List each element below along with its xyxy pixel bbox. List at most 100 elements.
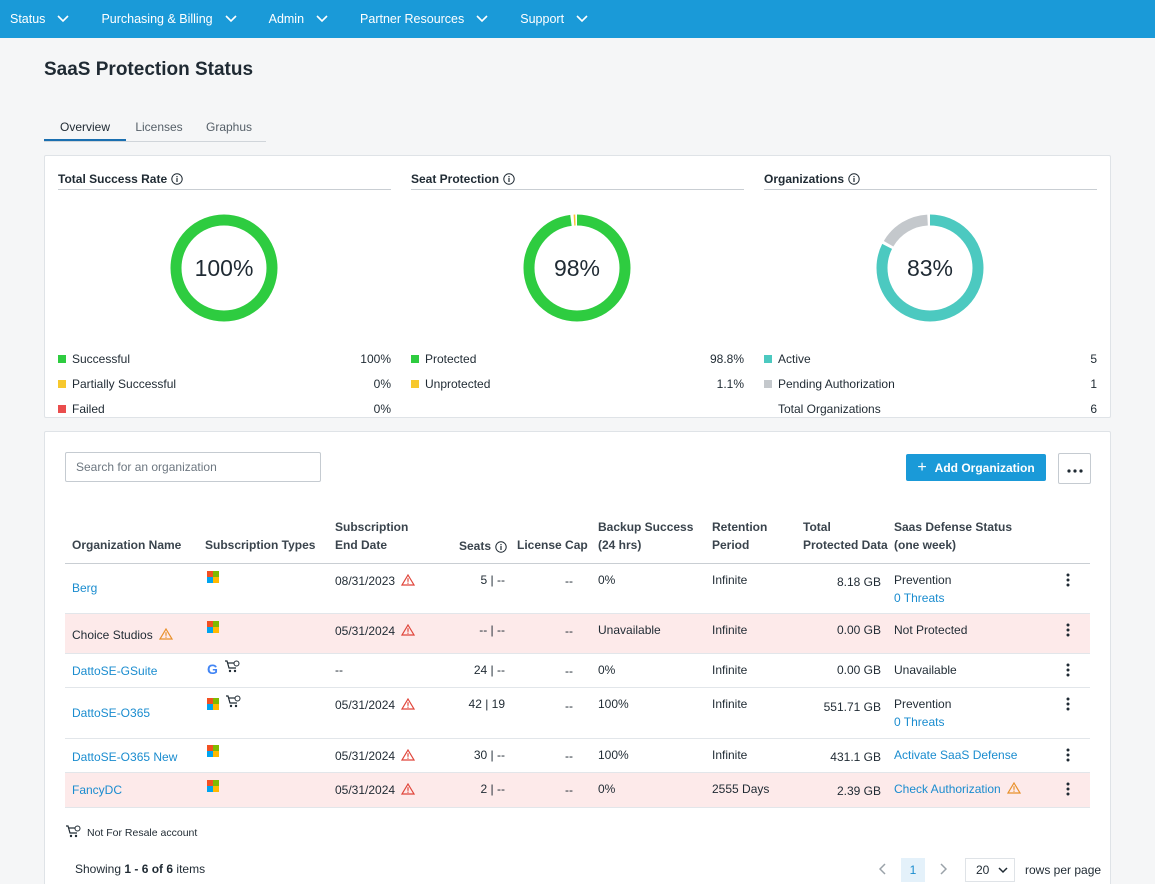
tab-licenses[interactable]: Licenses (135, 120, 183, 134)
row-actions-button[interactable] (1061, 571, 1075, 591)
org-name-link[interactable]: Berg (72, 581, 98, 595)
org-name-link[interactable]: DattoSE-O365 (72, 706, 151, 720)
tab-overview[interactable]: Overview (44, 114, 126, 141)
retention-value: Infinite (712, 697, 748, 711)
th-saas-defense-status[interactable]: Saas Defense Status (one week) (894, 518, 1012, 554)
org-name-link[interactable]: FancyDC (72, 783, 123, 797)
nav-status[interactable]: Status (10, 4, 70, 34)
warning-triangle-icon (401, 623, 416, 641)
legend-label: Unprotected (425, 376, 491, 391)
info-icon[interactable] (171, 172, 183, 185)
table-header: Organization Name Subscription Types Sub… (65, 514, 1090, 564)
tab-graphus[interactable]: Graphus (205, 120, 253, 134)
license-cap-value: -- (565, 624, 573, 638)
add-organization-label: Add Organization (934, 460, 1035, 475)
total-protected-value: 8.18 GB (836, 575, 881, 589)
next-page-button[interactable] (931, 858, 955, 882)
page-title: SaaS Protection Status (44, 59, 254, 80)
org-name: Choice Studios (72, 626, 173, 645)
th-total-protected-data[interactable]: Total Protected Data (803, 518, 888, 554)
th-retention-period[interactable]: Retention Period (712, 518, 767, 554)
info-icon[interactable] (503, 172, 515, 185)
th-line: (24 hrs) (598, 538, 642, 552)
warning-triangle-icon (401, 748, 416, 766)
th-line: Period (712, 538, 750, 552)
microsoft-icon (207, 697, 219, 710)
row-actions-button[interactable] (1061, 746, 1075, 766)
legend-total-organizations: Total Organizations 6 (764, 396, 1097, 421)
threats-link[interactable]: 0 Threats (894, 715, 945, 729)
th-line: Protected Data (803, 538, 888, 552)
nav-admin[interactable]: Admin (269, 4, 328, 34)
chevron-down-icon (576, 15, 588, 23)
end-date: 08/31/2023 (335, 572, 416, 591)
nav-support[interactable]: Support (520, 4, 588, 34)
license-cap-value: -- (565, 699, 573, 713)
th-line: Backup Success (598, 520, 694, 534)
total-protected-value: 0.00 GB (836, 623, 881, 637)
nav-partner-resources[interactable]: Partner Resources (360, 4, 488, 34)
table-row: DattoSE-GSuite G -- 24 | -- -- 0% Infini… (65, 654, 1090, 688)
page-number-button[interactable]: 1 (901, 858, 925, 882)
total-protected-value: 0.00 GB (836, 663, 881, 677)
nav-partner-resources-label: Partner Resources (360, 12, 465, 26)
pagination: 1 20 rows per page (871, 858, 1101, 882)
seats-value: 42 | 19 (468, 697, 505, 711)
activate-saas-defense-link[interactable]: Activate SaaS Defense (894, 748, 1018, 762)
more-vertical-icon (1066, 573, 1070, 590)
legend-value: 1 (1090, 376, 1097, 391)
legend-swatch (764, 354, 772, 363)
organizations-legend: Active 5 Pending Authorization 1 Total Org… (764, 346, 1097, 421)
th-backup-success[interactable]: Backup Success (24 hrs) (598, 518, 693, 554)
retention-value: Infinite (712, 573, 748, 587)
legend-label: Failed (72, 401, 105, 416)
row-actions-button[interactable] (1061, 621, 1075, 641)
th-seats[interactable]: Seats (459, 537, 507, 555)
end-date-value: 08/31/2023 (335, 574, 396, 588)
end-date-value: 05/31/2024 (335, 698, 396, 712)
row-actions-button[interactable] (1061, 661, 1075, 681)
subscription-types: G (207, 659, 240, 678)
th-organization-name[interactable]: Organization Name (72, 538, 182, 552)
search-input[interactable] (65, 452, 321, 482)
organizations-center-value: 83% (906, 254, 954, 281)
th-subscription-end-date[interactable]: Subscription End Date (335, 518, 408, 554)
defense-status-value: Not Protected (894, 623, 968, 637)
microsoft-icon (207, 621, 219, 633)
legend-label: Pending Authorization (778, 376, 895, 391)
info-icon[interactable] (848, 172, 860, 185)
subscription-types (207, 779, 219, 797)
add-organization-button[interactable]: + Add Organization (906, 454, 1046, 481)
seat-protection-header: Seat Protection (411, 172, 744, 190)
info-icon[interactable] (495, 540, 507, 553)
check-authorization-link[interactable]: Check Authorization (894, 782, 1001, 796)
th-line: Saas Defense Status (894, 520, 1013, 534)
end-date-value: 05/31/2024 (335, 783, 396, 797)
row-actions-button[interactable] (1061, 695, 1075, 715)
rows-per-page-select[interactable]: 20 (965, 858, 1015, 882)
th-line: Total (803, 520, 831, 534)
defense-status-value: Prevention (894, 697, 952, 711)
threats-link[interactable]: 0 Threats (894, 591, 945, 605)
warning-triangle-icon (401, 782, 416, 800)
end-date-value: -- (335, 663, 343, 677)
more-options-button[interactable] (1058, 453, 1091, 484)
org-name-link[interactable]: DattoSE-GSuite (72, 664, 158, 678)
prev-page-button[interactable] (871, 858, 895, 882)
org-name-link[interactable]: DattoSE-O365 New (72, 750, 178, 764)
organizations-card: + Add Organization Organization Name Subs… (44, 431, 1111, 884)
warning-triangle-icon (401, 573, 416, 591)
legend-protected: Protected 98.8% (411, 346, 744, 371)
subscription-types (207, 694, 241, 713)
org-name-text: Choice Studios (72, 628, 153, 642)
th-subscription-types[interactable]: Subscription Types (205, 538, 316, 552)
legend-label: Partially Successful (72, 376, 177, 391)
row-actions-button[interactable] (1061, 780, 1075, 800)
nav-status-label: Status (10, 12, 46, 26)
shopping-cart-icon (65, 824, 81, 841)
top-nav: Status Purchasing & Billing Admin Partne… (0, 0, 1155, 38)
success-rate-center-value: 100% (194, 254, 254, 281)
table-row: Berg 08/31/2023 5 | -- -- 0% Infinite 8.… (65, 564, 1090, 614)
th-license-cap[interactable]: License Cap (517, 538, 588, 552)
nav-purchasing-billing[interactable]: Purchasing & Billing (101, 4, 237, 34)
